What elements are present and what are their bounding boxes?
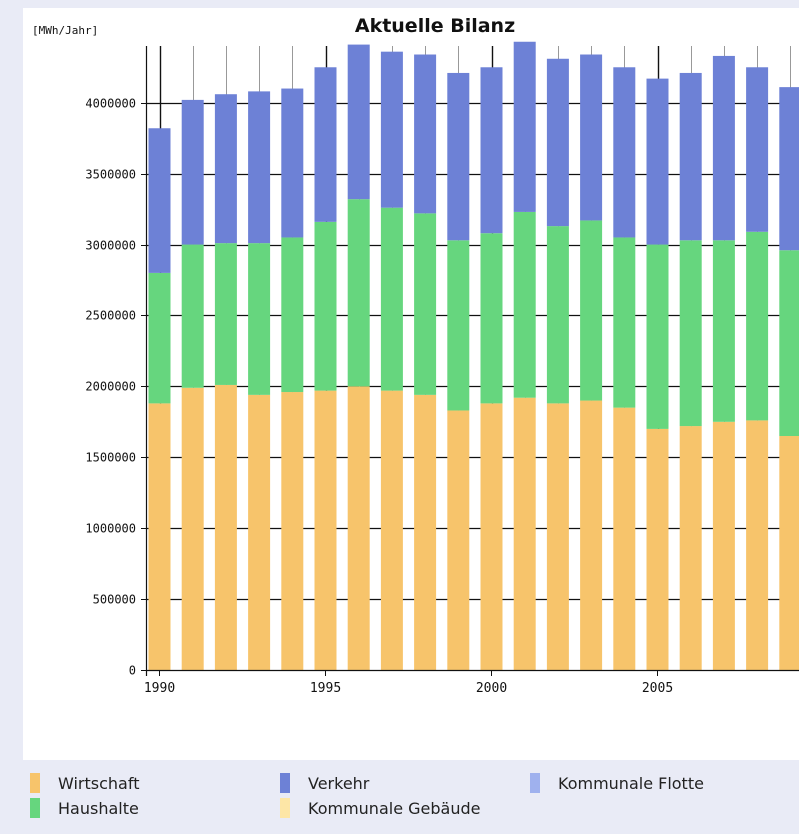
bar-segment [148, 128, 171, 273]
bar-segment [414, 213, 437, 395]
bar-segment [148, 272, 171, 404]
y-tick-label: 1500000 [85, 451, 136, 465]
legend-label-kommunale-flotte: Kommunale Flotte [558, 773, 704, 793]
bar-segment [314, 67, 337, 222]
bar-segment [380, 390, 403, 670]
legend-swatch-kommunale-gebaeude [280, 798, 290, 818]
legend-swatch-verkehr [280, 773, 290, 793]
legend-item-kommunale-flotte: Kommunale Flotte [530, 772, 704, 794]
bar-segment [447, 72, 470, 241]
legend-swatch-haushalte [30, 798, 40, 818]
bar-segment [546, 403, 569, 670]
chart-title: Aktuelle Bilanz [355, 15, 515, 37]
bar-segment [447, 240, 470, 411]
bar-segment [613, 237, 636, 408]
legend-item-verkehr: Verkehr [280, 772, 369, 794]
bar-segment [646, 428, 669, 670]
bar-segment [248, 394, 271, 670]
bar-segment [248, 243, 271, 395]
bar-segment [679, 426, 702, 670]
bar-segment [347, 199, 370, 387]
bar-segment [580, 54, 603, 221]
bar-segment [779, 436, 799, 670]
bar-segment [746, 67, 769, 232]
legend-item-haushalte: Haushalte [30, 797, 139, 819]
y-axis-label: [MWh/Jahr] [32, 24, 98, 37]
chart-svg: 0 500000 1000000 1500000 2000000 2500000 30000… [32, 15, 799, 696]
bars [148, 41, 799, 670]
bar-segment [281, 88, 304, 238]
legend-swatch-wirtschaft [30, 773, 40, 793]
bar-segment [580, 400, 603, 670]
y-tick-label: 500000 [93, 593, 136, 607]
y-tick-label: 3500000 [85, 168, 136, 182]
bar-segment [779, 250, 799, 436]
legend-label-kommunale-gebaeude: Kommunale Gebäude [308, 798, 481, 818]
bar-segment [546, 226, 569, 404]
bar-segment [181, 244, 204, 388]
bar-segment [613, 407, 636, 670]
bar-segment [546, 58, 569, 227]
y-tick-label: 1000000 [85, 522, 136, 536]
bar-segment [281, 237, 304, 393]
y-tick-label: 0 [129, 664, 136, 678]
bar-segment [347, 44, 370, 200]
bar-segment [480, 233, 503, 404]
bar-segment [248, 91, 271, 244]
bar-segment [380, 207, 403, 391]
bar-segment [779, 87, 799, 251]
bar-segment [480, 67, 503, 234]
bar-segment [480, 403, 503, 670]
legend-label-verkehr: Verkehr [308, 773, 370, 793]
bar-segment [746, 420, 769, 670]
bar-segment [148, 403, 171, 670]
legend-item-wirtschaft: Wirtschaft [30, 772, 139, 794]
chart-panel: 0 500000 1000000 1500000 2000000 2500000 30000… [23, 8, 799, 760]
bar-segment [414, 394, 437, 670]
bar-segment [513, 41, 536, 212]
x-tick-label: 1990 [144, 681, 175, 696]
bar-segment [181, 387, 204, 670]
bar-segment [281, 392, 304, 670]
y-tick-label: 2500000 [85, 309, 136, 323]
bar-segment [181, 99, 204, 245]
legend-swatch-kommunale-flotte [530, 773, 540, 793]
legend-item-kommunale-gebaeude: Kommunale Gebäude [280, 797, 480, 819]
legend-label-haushalte: Haushalte [58, 798, 139, 818]
bar-segment [746, 231, 769, 421]
legend-label-wirtschaft: Wirtschaft [58, 773, 140, 793]
bar-segment [214, 94, 237, 244]
y-tick-label: 2000000 [85, 380, 136, 394]
bar-segment [679, 240, 702, 427]
bar-segment [414, 54, 437, 214]
bar-segment [580, 220, 603, 401]
bar-segment [646, 244, 669, 429]
axes: 0 500000 1000000 1500000 2000000 2500000 30000… [85, 46, 799, 696]
bar-segment [347, 386, 370, 670]
bar-segment [712, 55, 735, 241]
y-tick-label: 3000000 [85, 239, 136, 253]
bar-segment [380, 51, 403, 208]
y-tick-label: 4000000 [85, 97, 136, 111]
bar-segment [679, 72, 702, 241]
bar-segment [712, 240, 735, 422]
bar-segment [447, 410, 470, 670]
bar-segment [214, 384, 237, 670]
bar-segment [513, 211, 536, 398]
x-tick-label: 2005 [642, 681, 673, 696]
x-tick-label: 2000 [476, 681, 507, 696]
bar-segment [314, 390, 337, 670]
bar-segment [613, 67, 636, 238]
legend: Wirtschaft Haushalte Verkehr Kommunale G… [0, 760, 799, 834]
x-tick-label: 1995 [310, 681, 341, 696]
bar-segment [712, 421, 735, 670]
bar-segment [214, 243, 237, 385]
bar-segment [513, 397, 536, 670]
bar-segment [646, 78, 669, 245]
bar-segment [314, 221, 337, 391]
